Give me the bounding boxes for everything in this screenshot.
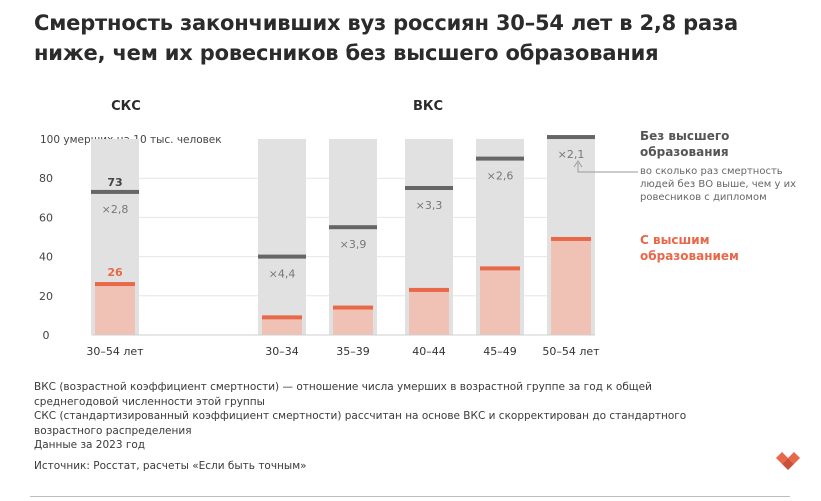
legend-higher: С высшим образованием: [640, 233, 739, 263]
vks-bar-higher-4: [551, 236, 591, 241]
vks-ratio-label-0: ×4,4: [269, 268, 296, 281]
sks-bar-higher-fill-0: [95, 284, 135, 335]
note-vks: ВКС (возрастной коэффициент смертности) …: [34, 381, 652, 408]
note-year: Данные за 2023 год: [34, 439, 146, 451]
vks-ratio-label-4: ×2,1: [558, 148, 585, 161]
note-sks: СКС (стандартизированный коэффициент сме…: [34, 410, 687, 437]
y-tick-80: 80: [39, 172, 53, 185]
notes-block: ВКС (возрастной коэффициент смертности) …: [34, 380, 694, 473]
sks-ratio-label-0: ×2,8: [102, 203, 129, 216]
chart-title: Смертность закончивших вуз россиян 30–54…: [34, 11, 738, 65]
vks-bar-no-higher-1: [329, 225, 377, 230]
sks-value-higher: 26: [107, 266, 123, 279]
vks-x-label-3: 45–49: [483, 345, 517, 358]
vks-x-label-4: 50–54 лет: [542, 345, 600, 358]
vks-column-bg-1: [329, 139, 377, 335]
vks-x-label-1: 35–39: [336, 345, 370, 358]
vks-bar-higher-fill-2: [409, 289, 449, 335]
y-tick-0: 0: [43, 329, 50, 342]
vks-bar-higher-0: [262, 315, 302, 320]
vks-bar-no-higher-4: [547, 135, 595, 140]
vks-column-bg-0: [258, 139, 306, 335]
bottom-divider: [30, 496, 790, 497]
vks-bar-higher-2: [409, 287, 449, 292]
panel-title-sks: СКС: [111, 99, 141, 114]
vks-bar-no-higher-2: [405, 186, 453, 190]
brand-logo-icon: [776, 452, 800, 470]
ratio-leader-arrow-icon: [573, 160, 583, 168]
vks-ratio-label-2: ×3,3: [416, 199, 443, 212]
ratio-leader-line: [577, 163, 638, 173]
y-tick-20: 20: [39, 290, 53, 303]
legend-no-higher: Без высшего образования: [640, 129, 729, 159]
vks-x-label-2: 40–44: [412, 345, 446, 358]
vks-bar-higher-fill-1: [333, 307, 373, 335]
legend-ratio-note: во сколько раз смертность людей без ВО вы…: [640, 166, 796, 203]
sks-value-no-higher: 73: [107, 176, 122, 189]
sks-bar-no-higher-0: [91, 189, 139, 194]
y-tick-40: 40: [39, 251, 53, 264]
vks-bar-higher-3: [480, 266, 520, 271]
vks-bar-higher-fill-4: [551, 238, 591, 335]
source-note: Источник: Росстат, расчеты «Если быть то…: [34, 459, 307, 472]
vks-bar-higher-fill-0: [262, 317, 302, 335]
sks-x-label-0: 30–54 лет: [86, 345, 144, 358]
panel-title-vks: ВКС: [413, 99, 443, 114]
vks-ratio-label-3: ×2,6: [487, 170, 514, 183]
vks-bar-higher-1: [333, 305, 373, 310]
sks-bar-higher-0: [95, 282, 135, 287]
vks-bar-no-higher-0: [258, 254, 306, 259]
vks-bar-no-higher-3: [476, 156, 524, 161]
y-tick-60: 60: [39, 211, 53, 224]
vks-ratio-label-1: ×3,9: [340, 238, 367, 251]
vks-x-label-0: 30–34: [265, 345, 299, 358]
vks-bar-higher-fill-3: [480, 268, 520, 335]
